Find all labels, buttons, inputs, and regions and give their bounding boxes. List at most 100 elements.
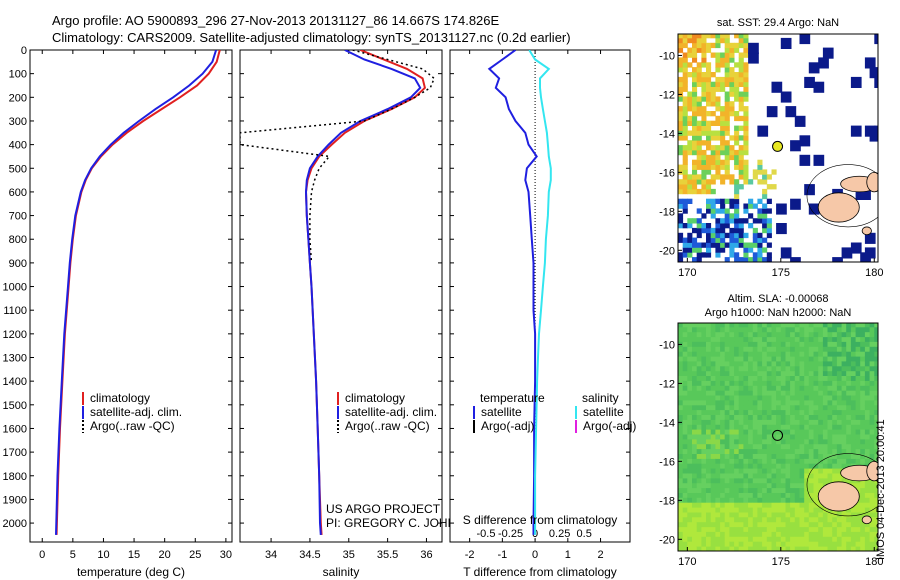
map-cell	[813, 414, 819, 420]
map-cell	[790, 414, 796, 420]
map-cell	[780, 531, 786, 537]
map-cell	[743, 323, 749, 328]
map-cell	[706, 419, 712, 425]
map-cell	[762, 174, 768, 180]
map-cell	[874, 458, 878, 464]
island-shape	[861, 226, 872, 236]
map-cell	[682, 395, 688, 401]
map-cell	[738, 361, 744, 367]
map-cell	[748, 385, 754, 391]
map-cell	[724, 52, 730, 58]
legend-label-s-satellite: satellite	[583, 405, 624, 419]
map-cell	[701, 341, 707, 347]
map-cell	[832, 541, 838, 547]
map-y-tick-label: -12	[659, 378, 675, 390]
map-cell	[766, 516, 772, 523]
map-cell	[808, 409, 814, 415]
map-cell	[846, 323, 852, 328]
map-cell	[836, 414, 842, 420]
map-cell	[720, 512, 726, 518]
map-cell	[720, 198, 726, 204]
map-cell	[748, 375, 754, 381]
map-cell	[874, 414, 878, 420]
map-cell	[678, 149, 684, 156]
map-cell	[869, 453, 875, 459]
map-cell	[720, 174, 726, 180]
map-cell	[687, 351, 693, 357]
map-cell	[818, 57, 829, 69]
map-cell	[734, 463, 740, 469]
map-cell	[743, 419, 749, 425]
map-cell	[780, 365, 786, 372]
map-cell	[738, 184, 744, 190]
map-cell	[743, 159, 749, 165]
map-cell	[813, 434, 819, 440]
map-cell	[748, 409, 754, 415]
map-cell	[860, 424, 866, 430]
map-cell	[752, 346, 758, 352]
map-cell	[874, 400, 878, 406]
map-cell	[752, 323, 758, 328]
map-cell	[696, 546, 702, 551]
map-cell	[766, 429, 772, 435]
map-cell	[757, 356, 763, 362]
map-cell	[790, 326, 796, 333]
map-cell	[715, 429, 721, 435]
map-cell	[738, 424, 744, 430]
map-cell	[869, 497, 875, 503]
map-cell	[706, 159, 712, 165]
map-cell	[724, 521, 730, 528]
sst-map-land	[806, 164, 878, 236]
map-cell	[813, 154, 825, 166]
map-cell	[776, 541, 782, 547]
map-cell	[678, 375, 684, 381]
map-cell	[729, 414, 735, 420]
map-cell	[752, 341, 758, 347]
map-cell	[738, 365, 744, 372]
temperature-lines	[55, 50, 221, 535]
map-cell	[846, 361, 852, 367]
map-cell	[715, 218, 721, 224]
map-cell	[720, 463, 726, 469]
map-cell	[710, 174, 716, 180]
map-cell	[696, 149, 702, 156]
map-cell	[710, 52, 716, 58]
map-cell	[678, 67, 684, 73]
map-cell	[808, 541, 814, 547]
map-cell	[766, 482, 772, 489]
map-cell	[706, 227, 712, 234]
map-cell	[757, 179, 763, 185]
map-cell	[710, 227, 716, 234]
map-cell	[794, 323, 800, 328]
map-cell	[734, 414, 740, 420]
map-cell	[869, 400, 875, 406]
map-cell	[687, 370, 693, 376]
map-cell	[743, 414, 749, 420]
map-cell	[804, 453, 810, 459]
map-cell	[818, 356, 824, 362]
map-cell	[874, 385, 878, 391]
map-cell	[771, 453, 777, 459]
map-cell	[808, 458, 814, 464]
map-cell	[701, 375, 707, 381]
map-cell	[724, 47, 730, 53]
map-cell	[780, 356, 786, 362]
map-cell	[710, 81, 716, 87]
map-cell	[766, 443, 772, 450]
map-cell	[813, 361, 819, 367]
map-cell	[743, 96, 749, 102]
map-cell	[752, 203, 758, 209]
map-cell	[729, 400, 735, 406]
map-cell	[841, 331, 847, 338]
map-cell	[682, 541, 688, 547]
map-cell	[706, 438, 712, 445]
map-cell	[715, 404, 721, 411]
map-cell	[799, 546, 805, 551]
map-cell	[818, 390, 824, 396]
map-cell	[752, 448, 758, 454]
map-cell	[710, 400, 716, 406]
map-cell	[766, 242, 772, 248]
map-cell	[836, 448, 842, 454]
map-cell	[743, 395, 749, 401]
map-cell	[678, 356, 684, 362]
